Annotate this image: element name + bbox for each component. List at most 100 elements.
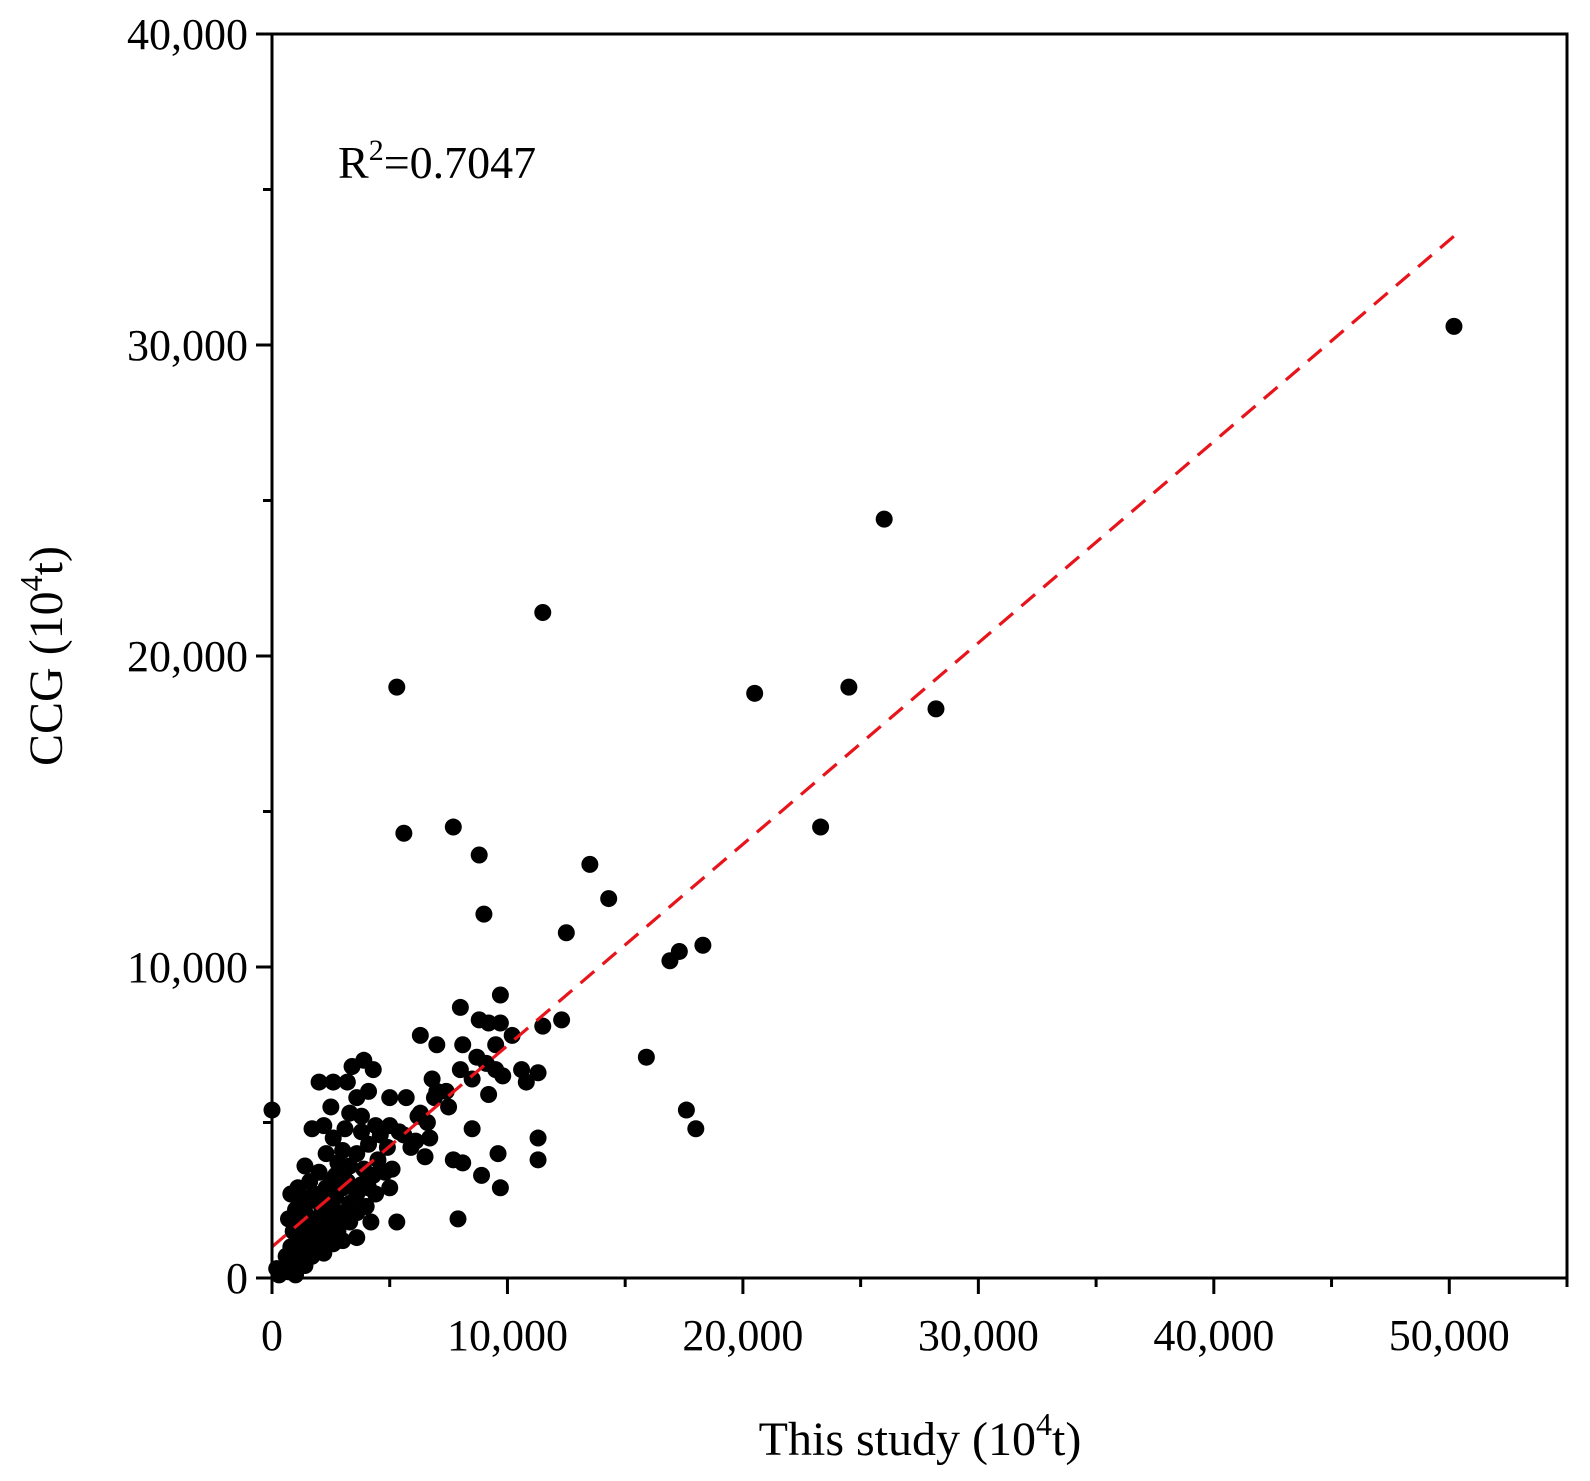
data-point-61 (529, 1151, 547, 1169)
y-axis-title: CCG (104t) (13, 546, 73, 766)
fit-line (270, 234, 1456, 1249)
data-point-23 (534, 1017, 552, 1035)
data-point-64 (449, 1210, 467, 1228)
r-squared-value: =0.7047 (384, 137, 536, 188)
data-point-70 (364, 1061, 382, 1079)
x-tick-label-4: 40,000 (1153, 1311, 1274, 1360)
data-point-86 (324, 1129, 342, 1147)
data-points (263, 317, 1463, 1284)
data-point-158 (409, 1107, 427, 1125)
y-axis-title-main: CCG (10 (20, 591, 73, 766)
data-point-26 (487, 1036, 505, 1054)
data-point-72 (324, 1073, 342, 1091)
data-point-149 (320, 1194, 338, 1212)
data-point-11 (581, 855, 599, 873)
data-point-0 (1445, 317, 1463, 335)
data-point-56 (463, 1120, 481, 1138)
data-point-160 (360, 1179, 378, 1197)
data-point-71 (310, 1073, 328, 1091)
data-point-75 (348, 1089, 366, 1107)
data-point-38 (517, 1073, 535, 1091)
data-point-6 (927, 700, 945, 718)
data-point-66 (348, 1229, 366, 1247)
data-point-65 (388, 1213, 406, 1231)
y-axis-title-tail: t) (20, 546, 73, 575)
data-point-62 (473, 1166, 491, 1184)
plot-frame (270, 32, 1569, 1280)
y-tick-label-3: 30,000 (127, 321, 248, 370)
data-point-156 (369, 1151, 387, 1169)
x-axis-title-sup: 4 (1036, 1406, 1052, 1442)
data-point-29 (454, 1036, 472, 1054)
data-point-15 (694, 936, 712, 954)
data-point-69 (343, 1058, 361, 1076)
y-tick-label-1: 10,000 (127, 943, 248, 992)
y-tick-label-4: 40,000 (127, 10, 248, 59)
data-point-104 (381, 1179, 399, 1197)
data-point-12 (600, 890, 618, 908)
data-point-2 (534, 603, 552, 621)
data-point-27 (411, 1026, 429, 1044)
x-tick-label-0: 0 (261, 1311, 283, 1360)
data-point-85 (371, 1126, 389, 1144)
data-point-73 (338, 1073, 356, 1091)
y-tick-label-2: 20,000 (127, 632, 248, 681)
data-point-10 (470, 846, 488, 864)
x-tick-label-5: 50,000 (1389, 1311, 1510, 1360)
data-point-18 (491, 986, 509, 1004)
data-point-55 (529, 1129, 547, 1147)
x-axis-title-tail: t) (1052, 1413, 1081, 1466)
y-axis-title-sup: 4 (13, 575, 49, 591)
data-point-4 (746, 684, 764, 702)
axis-ticks: 0 10,000 20,000 30,000 40,000 50,000 0 10,000 20… (127, 10, 1569, 1360)
data-point-36 (463, 1070, 481, 1088)
data-point-151 (345, 1201, 363, 1219)
data-point-53 (677, 1101, 695, 1119)
data-point-152 (310, 1229, 328, 1247)
x-tick-label-1: 10,000 (447, 1311, 568, 1360)
axes (270, 32, 1569, 1280)
data-point-124 (362, 1213, 380, 1231)
data-point-40 (480, 1086, 498, 1104)
data-point-49 (421, 1129, 439, 1147)
data-point-13 (475, 905, 493, 923)
x-axis-title-main: This study (10 (759, 1413, 1036, 1466)
data-point-164 (305, 1185, 323, 1203)
data-point-21 (480, 1014, 498, 1032)
data-point-44 (440, 1098, 458, 1116)
data-point-92 (296, 1157, 314, 1175)
data-point-148 (291, 1244, 309, 1262)
data-point-89 (348, 1145, 366, 1163)
data-point-60 (454, 1154, 472, 1172)
data-point-1 (875, 510, 893, 528)
data-point-35 (451, 1061, 469, 1079)
data-point-146 (287, 1266, 305, 1284)
data-point-54 (687, 1120, 705, 1138)
data-point-52 (402, 1138, 420, 1156)
x-axis-title: This study (104t) (759, 1406, 1082, 1466)
x-tick-label-2: 20,000 (682, 1311, 803, 1360)
data-point-5 (840, 678, 858, 696)
data-point-22 (491, 1014, 509, 1032)
data-point-163 (294, 1197, 312, 1215)
data-point-78 (341, 1104, 359, 1122)
r-squared-sup: 2 (369, 134, 384, 167)
data-point-34 (529, 1064, 547, 1082)
data-point-17 (661, 952, 679, 970)
data-point-8 (444, 818, 462, 836)
data-point-83 (303, 1120, 321, 1138)
data-point-24 (553, 1011, 571, 1029)
data-point-58 (416, 1148, 434, 1166)
r-squared-annotation: R2=0.7047 (338, 134, 536, 188)
data-point-32 (637, 1048, 655, 1066)
data-point-161 (336, 1160, 354, 1178)
data-point-82 (336, 1120, 354, 1138)
x-tick-label-3: 30,000 (918, 1311, 1039, 1360)
data-point-19 (451, 998, 469, 1016)
data-point-28 (428, 1036, 446, 1054)
data-point-45 (397, 1089, 415, 1107)
data-point-57 (489, 1145, 507, 1163)
data-point-87 (360, 1135, 378, 1153)
y-tick-label-0: 0 (226, 1254, 248, 1303)
